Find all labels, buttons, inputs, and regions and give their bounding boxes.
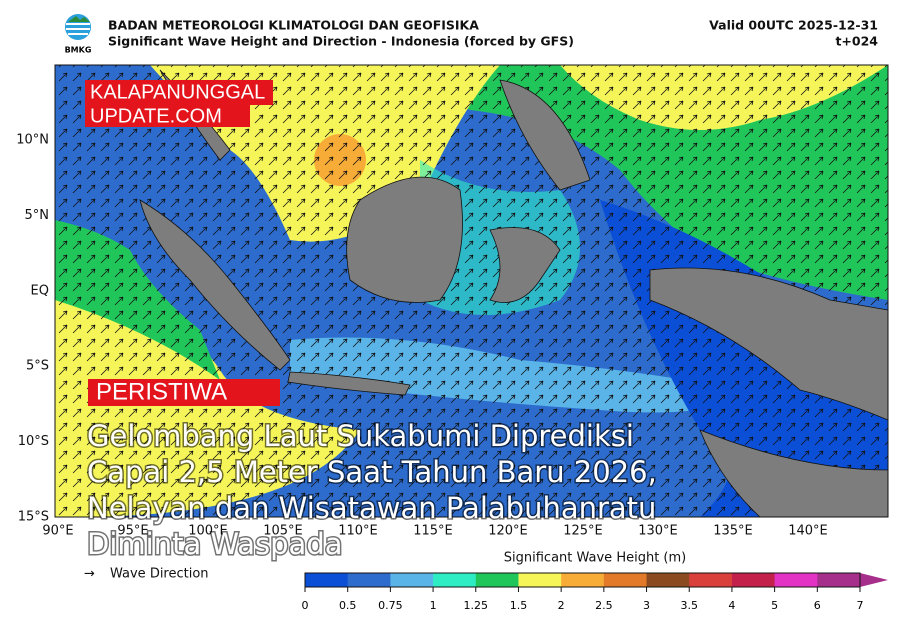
- colorbar-frame: [304, 572, 861, 588]
- wave-map: [55, 65, 888, 517]
- colorbar-segment: [475, 573, 519, 587]
- map-frame: [54, 64, 889, 518]
- lon-axis: 90°E 95°E 100°E 105°E 110°E 115°E 120°E 125°E 13…: [42, 524, 827, 539]
- colorbar-segment: [433, 573, 477, 587]
- lat-label: 10°N: [16, 133, 49, 148]
- colorbar-segment: [518, 573, 562, 587]
- lon-label: 110°E: [338, 524, 378, 539]
- colorbar-tick-label: 1.5: [510, 599, 528, 612]
- headline-line: Capai 2,5 Meter Saat Tahun Baru 2026,: [87, 455, 657, 489]
- lon-label: 125°E: [563, 524, 603, 539]
- lon-label: 95°E: [117, 524, 148, 539]
- colorbar-tick-label: 0: [302, 599, 309, 612]
- lon-label: 135°E: [713, 524, 753, 539]
- logo: [65, 14, 91, 40]
- colorbar-extension: [860, 573, 888, 587]
- colorbar-segment: [347, 573, 391, 587]
- lat-label: 5°S: [26, 359, 49, 374]
- valid-time: Valid 00UTC 2025-12-31: [709, 18, 878, 33]
- colorbar-tick-label: 2.5: [595, 599, 613, 612]
- lat-label: 10°S: [18, 434, 49, 449]
- brand-line2: UPDATE.COM: [90, 105, 222, 127]
- colorbar-title: Significant Wave Height (m): [504, 551, 686, 566]
- colorbar-segment: [689, 573, 733, 587]
- brand-box: [85, 80, 273, 105]
- lon-label: 140°E: [788, 524, 828, 539]
- colorbar-tick-label: 4: [728, 599, 735, 612]
- colorbar-tick-label: 3: [643, 599, 650, 612]
- headline-line: Diminta Waspada: [87, 527, 343, 561]
- forecast-step: t+024: [835, 34, 878, 49]
- colorbar-segment: [305, 573, 349, 587]
- colorbar-segment: [646, 573, 690, 587]
- logo-text: BMKG: [65, 46, 92, 55]
- colorbar: 0 0.5 0.75 1 1.25 1.5 2 2.5 3 3.5 4 5 6 7: [302, 572, 888, 612]
- lon-label: 100°E: [188, 524, 228, 539]
- headline-line: Nelayan dan Wisatawan Palabuhanratu: [87, 491, 656, 525]
- colorbar-tick-label: 0.5: [339, 599, 357, 612]
- lon-label: 115°E: [413, 524, 453, 539]
- category: PERISTIWA: [96, 378, 227, 405]
- lat-label: 15°S: [18, 510, 49, 525]
- colorbar-tick-label: 2: [558, 599, 565, 612]
- colorbar-tick-label: 1.25: [464, 599, 489, 612]
- headline-line: Gelombang Laut Sukabumi Diprediksi: [87, 419, 634, 453]
- brand-line1: KALAPANUNGGAL: [90, 81, 265, 103]
- arrow-icon: →: [84, 567, 95, 582]
- headline: Gelombang Laut Sukabumi DiprediksiCapai …: [86, 418, 659, 563]
- colorbar-segment: [817, 573, 861, 587]
- lat-label: EQ: [31, 283, 49, 298]
- brand-box: [85, 105, 250, 127]
- colorbar-segment: [774, 573, 818, 587]
- header-title: BADAN METEOROLOGI KLIMATOLOGI DAN GEOFIS…: [108, 18, 479, 33]
- category-box: [88, 379, 280, 406]
- colorbar-segment: [731, 573, 776, 587]
- arrow-label: Wave Direction: [110, 567, 209, 582]
- lon-label: 90°E: [42, 524, 73, 539]
- lon-label: 120°E: [488, 524, 528, 539]
- header-subtitle: Significant Wave Height and Direction - …: [108, 34, 574, 49]
- colorbar-segment: [603, 573, 648, 587]
- colorbar-tick-label: 7: [857, 599, 864, 612]
- lat-axis: 10°N 5°N EQ 5°S 10°S 15°S: [16, 133, 49, 525]
- colorbar-tick-label: 5: [771, 599, 778, 612]
- colorbar-segment: [390, 573, 434, 587]
- lon-label: 130°E: [638, 524, 678, 539]
- colorbar-tick-label: 3.5: [680, 599, 698, 612]
- lat-label: 5°N: [25, 208, 50, 223]
- colorbar-tick-label: 0.75: [378, 599, 403, 612]
- colorbar-segment: [561, 573, 605, 587]
- lon-label: 105°E: [263, 524, 303, 539]
- colorbar-tick-label: 1: [430, 599, 437, 612]
- colorbar-tick-label: 6: [814, 599, 821, 612]
